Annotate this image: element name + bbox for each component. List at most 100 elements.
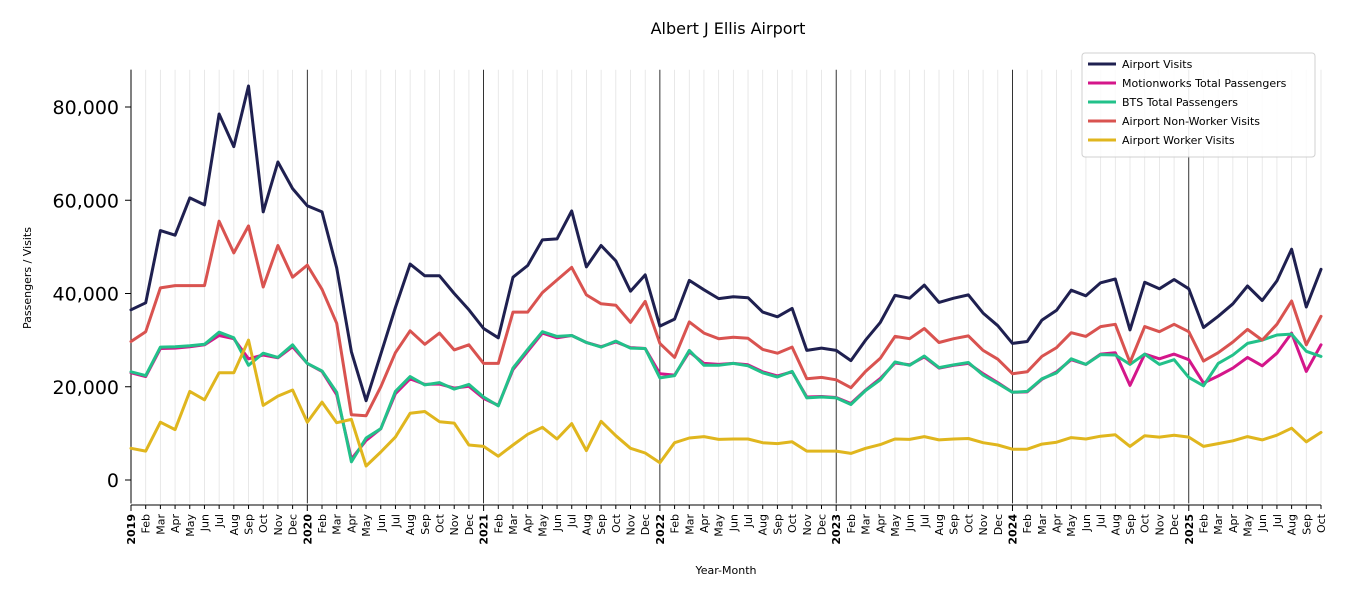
x-tick-label: Sep xyxy=(243,514,256,535)
x-tick-label: Sep xyxy=(1124,514,1137,535)
x-tick-label: Jul xyxy=(1271,514,1284,528)
series-lines xyxy=(129,84,1323,468)
x-tick-label: Aug xyxy=(1286,514,1299,535)
x-tick-label: Feb xyxy=(845,514,858,533)
series-line xyxy=(129,84,1323,403)
x-tick-label: Sep xyxy=(419,514,432,535)
x-tick-label: Apr xyxy=(1227,514,1240,534)
x-tick-label: Oct xyxy=(1315,513,1328,533)
x-tick-label: 2019 xyxy=(125,514,138,545)
x-tick-label: Jul xyxy=(742,514,755,528)
x-tick-label: Dec xyxy=(992,514,1005,535)
x-tick-label: Mar xyxy=(683,514,696,535)
y-tick-label: 20,000 xyxy=(53,377,119,399)
x-tick-label: Apr xyxy=(169,514,182,534)
y-tick-label: 80,000 xyxy=(53,97,119,119)
x-tick-label: Feb xyxy=(140,514,153,533)
series-line xyxy=(129,338,1323,468)
x-tick-label: Jul xyxy=(566,514,579,528)
x-tick-label: May xyxy=(1065,514,1078,537)
x-tick-label: Feb xyxy=(669,514,682,533)
x-tick-label: Sep xyxy=(948,514,961,535)
x-tick-label: Sep xyxy=(771,514,784,535)
y-tick-label: 40,000 xyxy=(53,284,119,306)
x-tick-label: Oct xyxy=(962,513,975,533)
legend-box xyxy=(1081,52,1316,158)
x-tick-label: Jun xyxy=(551,514,564,532)
x-tick-label: May xyxy=(889,514,902,537)
x-tick-label: Aug xyxy=(1109,514,1122,535)
x-tick-label: Mar xyxy=(1036,514,1049,535)
x-tick-label: Feb xyxy=(492,514,505,533)
grid-lines xyxy=(130,69,1322,504)
x-tick-label: Jun xyxy=(904,514,917,532)
x-tick-labels: 2019 Feb Mar Apr May Jun Jul Aug Sep Oct Nov Dec 202… xyxy=(125,513,1328,544)
x-tick-label: Jun xyxy=(1256,514,1269,532)
x-tick-label: Jun xyxy=(727,514,740,532)
chart-title: Albert J Ellis Airport xyxy=(651,19,806,38)
x-tick-label: Sep xyxy=(1300,514,1313,535)
legend: Airport Visits Motionworks Total Passenge… xyxy=(1081,52,1316,158)
x-tick-label: Apr xyxy=(698,514,711,534)
x-tick-label: Jul xyxy=(213,514,226,528)
x-tick-label: Aug xyxy=(404,514,417,535)
x-tick-label: Apr xyxy=(874,514,887,534)
x-tick-label: Nov xyxy=(448,514,461,536)
x-tick-label: Oct xyxy=(1139,513,1152,533)
x-tick-label: Nov xyxy=(801,514,814,536)
x-tick-label: Dec xyxy=(639,514,652,535)
x-tick-label: Feb xyxy=(1021,514,1034,533)
legend-label: Airport Non-Worker Visits xyxy=(1122,115,1260,128)
x-tick-label: 2022 xyxy=(654,514,667,545)
x-tick-label: May xyxy=(360,514,373,537)
x-tick-label: Aug xyxy=(228,514,241,535)
x-tick-label: Mar xyxy=(1212,514,1225,535)
y-tick-labels: 0 20,000 40,000 60,000 80,000 xyxy=(53,97,119,492)
legend-label: BTS Total Passengers xyxy=(1122,96,1238,109)
x-tick-label: Jul xyxy=(1095,514,1108,528)
x-tick-label: Aug xyxy=(580,514,593,535)
x-tick-label: Jun xyxy=(375,514,388,532)
series-line xyxy=(129,330,1323,464)
x-tick-label: Nov xyxy=(625,514,638,536)
x-tick-label: Oct xyxy=(434,513,447,533)
x-tick-label: Aug xyxy=(933,514,946,535)
y-tick-label: 60,000 xyxy=(53,190,119,212)
x-tick-label: Oct xyxy=(610,513,623,533)
x-tick-label: Mar xyxy=(154,514,167,535)
series-line xyxy=(129,219,1323,418)
x-tick-label: Oct xyxy=(257,513,270,533)
x-tick-label: Dec xyxy=(287,514,300,535)
x-tick-label: Feb xyxy=(1197,514,1210,533)
x-tick-label: Jun xyxy=(198,514,211,532)
x-tick-label: Feb xyxy=(316,514,329,533)
x-tick-label: Jul xyxy=(918,514,931,528)
x-tick-label: Dec xyxy=(1168,514,1181,535)
x-tick-label: 2023 xyxy=(830,514,843,545)
x-axis-label: Year-Month xyxy=(694,564,756,577)
x-tick-label: Apr xyxy=(522,514,535,534)
x-tick-label: Apr xyxy=(1051,514,1064,534)
x-tick-label: Mar xyxy=(331,514,344,535)
x-tick-label: May xyxy=(184,514,197,537)
x-tick-label: May xyxy=(713,514,726,537)
x-tick-label: 2025 xyxy=(1183,514,1196,545)
legend-label: Airport Worker Visits xyxy=(1122,134,1235,147)
x-tick-label: 2021 xyxy=(478,514,491,545)
x-tick-label: Nov xyxy=(1153,514,1166,536)
x-tick-label: Apr xyxy=(345,514,358,534)
x-tick-label: May xyxy=(536,514,549,537)
x-tick-label: Dec xyxy=(463,514,476,535)
y-tick-label: 0 xyxy=(107,470,119,492)
x-tick-label: Jun xyxy=(1080,514,1093,532)
legend-label: Motionworks Total Passengers xyxy=(1122,77,1287,90)
x-tick-label: 2020 xyxy=(301,514,314,545)
x-tick-label: Dec xyxy=(815,514,828,535)
y-axis-label: Passengers / Visits xyxy=(21,227,34,329)
x-tick-label: Nov xyxy=(977,514,990,536)
x-tick-label: May xyxy=(1242,514,1255,537)
x-tick-label: Aug xyxy=(757,514,770,535)
x-tick-label: 2024 xyxy=(1006,514,1019,545)
x-tick-label: Oct xyxy=(786,513,799,533)
